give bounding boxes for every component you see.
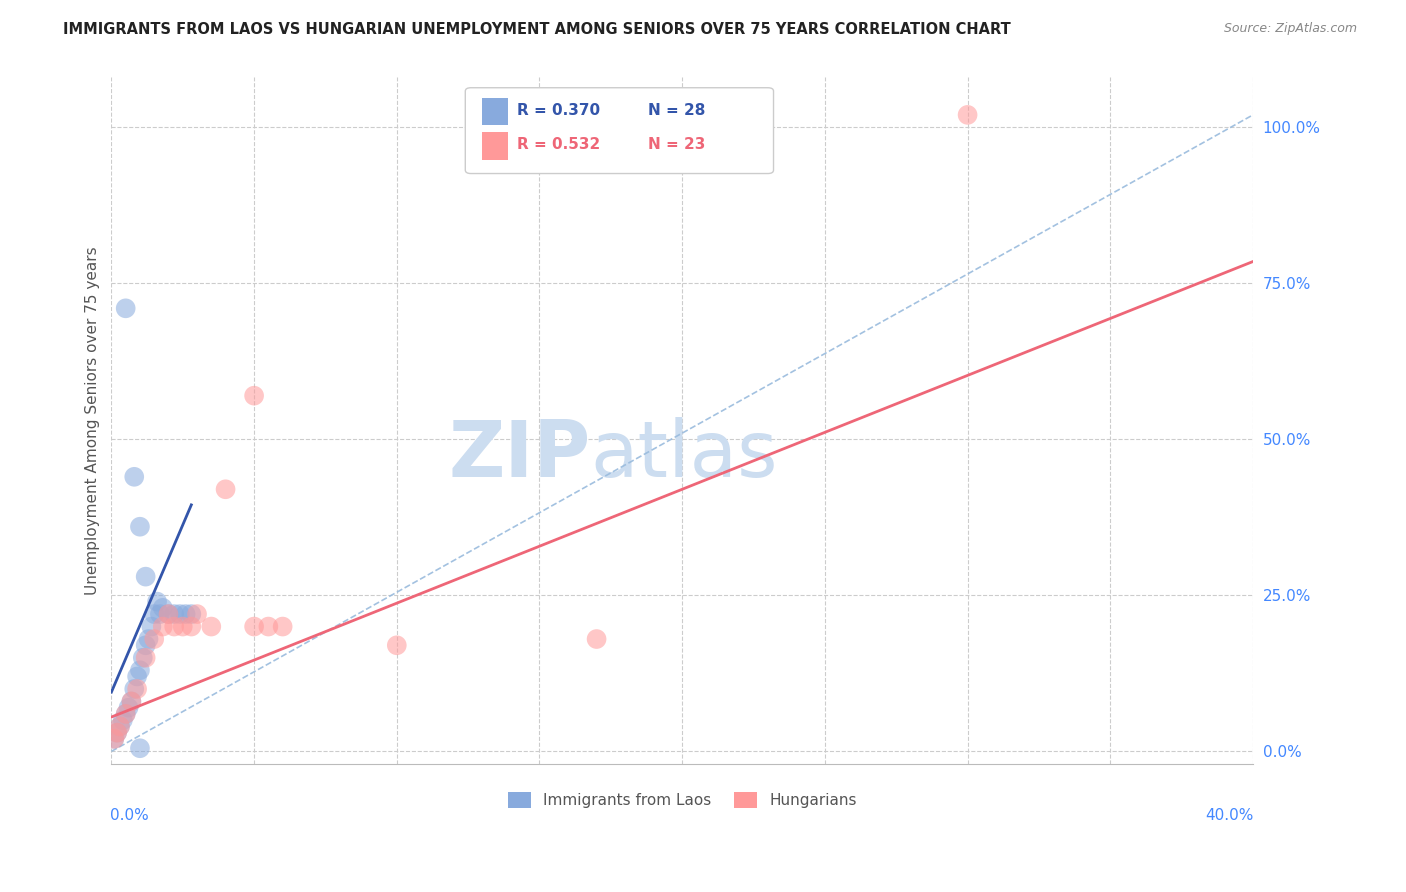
Point bbox=[214, 483, 236, 497]
Point bbox=[157, 607, 180, 621]
Point bbox=[129, 741, 152, 756]
Point bbox=[122, 470, 145, 484]
FancyBboxPatch shape bbox=[482, 98, 508, 126]
Point bbox=[243, 389, 266, 403]
Point bbox=[127, 681, 149, 696]
Point bbox=[257, 619, 280, 633]
Point bbox=[146, 594, 169, 608]
Point bbox=[180, 607, 202, 621]
Point bbox=[135, 569, 157, 583]
Point bbox=[129, 519, 152, 533]
Point bbox=[169, 607, 191, 621]
Point bbox=[135, 638, 157, 652]
Point bbox=[163, 607, 186, 621]
Point bbox=[172, 619, 194, 633]
Point bbox=[103, 731, 125, 746]
Point bbox=[149, 607, 172, 621]
Point bbox=[174, 607, 197, 621]
Point bbox=[108, 719, 131, 733]
Text: 40.0%: 40.0% bbox=[1206, 808, 1254, 823]
Legend: Immigrants from Laos, Hungarians: Immigrants from Laos, Hungarians bbox=[502, 787, 863, 814]
Point bbox=[114, 301, 136, 316]
Point bbox=[127, 669, 149, 683]
Point bbox=[117, 700, 139, 714]
Point bbox=[141, 619, 163, 633]
Point bbox=[105, 725, 128, 739]
Text: N = 28: N = 28 bbox=[648, 103, 706, 118]
Text: N = 23: N = 23 bbox=[648, 137, 706, 153]
Point bbox=[132, 650, 155, 665]
Point bbox=[143, 607, 166, 621]
FancyBboxPatch shape bbox=[482, 132, 508, 160]
Point bbox=[108, 719, 131, 733]
Point bbox=[111, 713, 134, 727]
Text: R = 0.370: R = 0.370 bbox=[516, 103, 600, 118]
Text: Source: ZipAtlas.com: Source: ZipAtlas.com bbox=[1223, 22, 1357, 36]
Point bbox=[200, 619, 222, 633]
Text: IMMIGRANTS FROM LAOS VS HUNGARIAN UNEMPLOYMENT AMONG SENIORS OVER 75 YEARS CORRE: IMMIGRANTS FROM LAOS VS HUNGARIAN UNEMPL… bbox=[63, 22, 1011, 37]
Point bbox=[129, 663, 152, 677]
Point bbox=[186, 607, 208, 621]
FancyBboxPatch shape bbox=[465, 87, 773, 174]
Point bbox=[103, 731, 125, 746]
Text: ZIP: ZIP bbox=[449, 417, 591, 493]
Point bbox=[120, 694, 142, 708]
Point bbox=[114, 706, 136, 721]
Text: R = 0.532: R = 0.532 bbox=[516, 137, 600, 153]
Point bbox=[271, 619, 294, 633]
Point bbox=[122, 681, 145, 696]
Point bbox=[152, 600, 174, 615]
Point bbox=[143, 632, 166, 646]
Y-axis label: Unemployment Among Seniors over 75 years: Unemployment Among Seniors over 75 years bbox=[86, 246, 100, 595]
Point bbox=[138, 632, 160, 646]
Point bbox=[956, 108, 979, 122]
Point bbox=[157, 607, 180, 621]
Point bbox=[135, 650, 157, 665]
Point bbox=[180, 619, 202, 633]
Point bbox=[105, 725, 128, 739]
Text: atlas: atlas bbox=[591, 417, 779, 493]
Text: 0.0%: 0.0% bbox=[110, 808, 149, 823]
Point bbox=[385, 638, 408, 652]
Point bbox=[163, 619, 186, 633]
Point bbox=[152, 619, 174, 633]
Point bbox=[243, 619, 266, 633]
Point bbox=[114, 706, 136, 721]
Point bbox=[585, 632, 607, 646]
Point bbox=[120, 694, 142, 708]
